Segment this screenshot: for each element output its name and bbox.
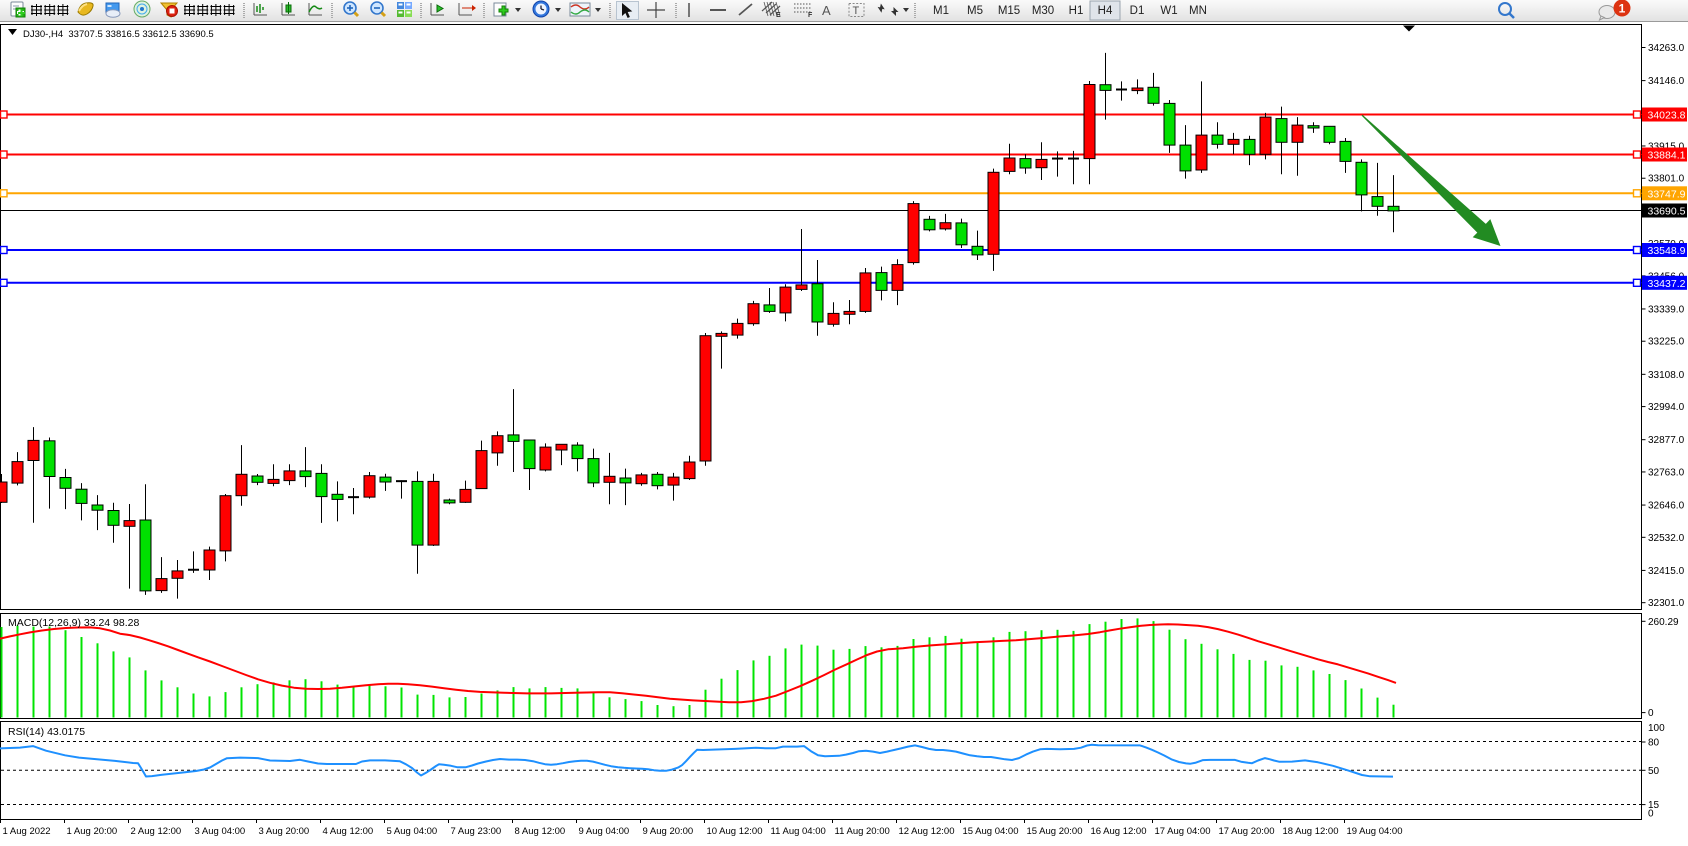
svg-text:33548.9: 33548.9 [1648,245,1686,257]
svg-text:9 Aug 20:00: 9 Aug 20:00 [643,826,694,837]
svg-text:19 Aug 04:00: 19 Aug 04:00 [1347,826,1403,837]
svg-text:1 Aug 20:00: 1 Aug 20:00 [67,826,118,837]
svg-text:16 Aug 12:00: 16 Aug 12:00 [1091,826,1147,837]
svg-text:7 Aug 23:00: 7 Aug 23:00 [451,826,502,837]
svg-text:17 Aug 20:00: 17 Aug 20:00 [1219,826,1275,837]
svg-text:5 Aug 04:00: 5 Aug 04:00 [387,826,438,837]
svg-text:M30: M30 [1032,5,1054,17]
svg-text:1 Aug 2022: 1 Aug 2022 [3,826,51,837]
svg-text:3 Aug 04:00: 3 Aug 04:00 [195,826,246,837]
svg-text:15: 15 [1648,800,1660,811]
svg-text:M15: M15 [998,5,1020,17]
svg-text:M5: M5 [967,5,983,17]
svg-text:50: 50 [1648,766,1660,777]
svg-text:A: A [822,3,831,18]
svg-text:H4: H4 [1098,5,1113,17]
svg-text:T: T [853,5,860,17]
svg-text:33801.0: 33801.0 [1648,174,1685,185]
svg-text:M1: M1 [933,5,949,17]
svg-text:15 Aug 20:00: 15 Aug 20:00 [1027,826,1083,837]
svg-text:F: F [808,12,813,19]
svg-text:4 Aug 12:00: 4 Aug 12:00 [323,826,374,837]
svg-text:W1: W1 [1160,5,1177,17]
svg-text:33915.0: 33915.0 [1648,141,1685,152]
svg-text:1: 1 [1619,2,1626,16]
svg-text:2 Aug 12:00: 2 Aug 12:00 [131,826,182,837]
svg-text:32301.0: 32301.0 [1648,598,1685,609]
svg-text:100: 100 [1648,723,1665,734]
svg-text:DJ30-,H4 33707.5 33816.5 3361: DJ30-,H4 33707.5 33816.5 33612.5 33690.5 [23,29,214,40]
svg-text:0: 0 [1648,708,1654,719]
svg-text:34263.0: 34263.0 [1648,43,1685,54]
svg-text:32877.0: 32877.0 [1648,435,1685,446]
svg-text:RSI(14) 43.0175: RSI(14) 43.0175 [8,726,85,738]
svg-text:34146.0: 34146.0 [1648,76,1685,87]
svg-text:15 Aug 04:00: 15 Aug 04:00 [963,826,1019,837]
svg-text:33108.0: 33108.0 [1648,370,1685,381]
svg-text:17 Aug 04:00: 17 Aug 04:00 [1155,826,1211,837]
svg-text:D1: D1 [1130,5,1145,17]
svg-text:260.29: 260.29 [1648,617,1679,628]
svg-text:32415.0: 32415.0 [1648,566,1685,577]
svg-text:3 Aug 20:00: 3 Aug 20:00 [259,826,310,837]
svg-text:MACD(12,26,9) 33.24 98.28: MACD(12,26,9) 33.24 98.28 [8,617,139,629]
svg-text:32994.0: 32994.0 [1648,402,1685,413]
svg-text:10 Aug 12:00: 10 Aug 12:00 [707,826,763,837]
svg-text:32763.0: 32763.0 [1648,467,1685,478]
svg-text:33225.0: 33225.0 [1648,337,1685,348]
svg-text:32532.0: 32532.0 [1648,533,1685,544]
svg-text:H1: H1 [1069,5,1084,17]
svg-text:80: 80 [1648,738,1660,749]
svg-text:11 Aug 20:00: 11 Aug 20:00 [835,826,890,837]
svg-text:33690.5: 33690.5 [1648,206,1686,218]
svg-text:33884.1: 33884.1 [1648,150,1686,162]
svg-text:12 Aug 12:00: 12 Aug 12:00 [899,826,955,837]
svg-text:33437.2: 33437.2 [1648,278,1686,290]
svg-text:34023.8: 34023.8 [1648,110,1686,122]
svg-text:8 Aug 12:00: 8 Aug 12:00 [515,826,566,837]
svg-text:9 Aug 04:00: 9 Aug 04:00 [579,826,630,837]
svg-text:11 Aug 04:00: 11 Aug 04:00 [771,826,826,837]
svg-text:MN: MN [1189,5,1207,17]
svg-text:E: E [776,12,781,19]
svg-text:33747.9: 33747.9 [1648,188,1686,200]
svg-text:0: 0 [1648,808,1654,819]
svg-text:33339.0: 33339.0 [1648,304,1685,315]
svg-text:32646.0: 32646.0 [1648,501,1685,512]
svg-text:18 Aug 12:00: 18 Aug 12:00 [1283,826,1339,837]
